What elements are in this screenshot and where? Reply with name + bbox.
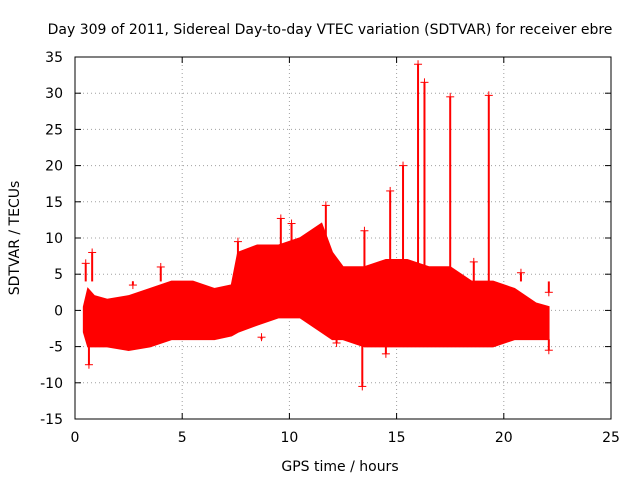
y-tick-label: -10 [40,376,63,392]
data-point [381,349,390,358]
y-tick-label: 25 [45,122,63,138]
data-point [446,92,455,101]
data-point [544,288,553,297]
data-point [360,226,369,235]
y-tick-label: 0 [54,303,63,319]
data-point [386,186,395,195]
y-axis-title: SDTVAR / TECUs [7,181,23,296]
x-tick-label: 0 [71,430,80,446]
x-tick-label: 20 [495,430,513,446]
ticks [74,56,612,420]
y-tick-label: 5 [54,267,63,283]
data-point [332,338,341,347]
data-point [233,237,242,246]
data-point [81,259,90,268]
data-point [276,214,285,223]
y-tick-label: 35 [45,50,63,66]
y-tick-label: 15 [45,195,63,211]
y-tick-label: -5 [49,340,63,356]
data-point [321,201,330,210]
data-point [84,360,93,369]
data-point [287,219,296,228]
data-point [358,382,367,391]
data-point [516,268,525,277]
x-tick-label: 15 [388,430,406,446]
tick-labels: 0 5 10 15 20 25 -15 -10 -5 0 5 10 15 20 25 30 35 [40,50,620,446]
x-axis-title: GPS time / hours [281,459,398,475]
data-point [544,346,553,355]
data-marks [81,60,553,391]
y-tick-label: 30 [45,86,63,102]
y-tick-label: 10 [45,231,63,247]
y-tick-label: -15 [40,412,63,428]
data-point [469,257,478,266]
x-tick-label: 5 [178,430,187,446]
data-envelope [82,222,550,351]
data-point [128,281,137,290]
data-point [156,262,165,271]
data-point [484,91,493,100]
chart-title: Day 309 of 2011, Sidereal Day-to-day VTE… [48,22,613,38]
grid [75,57,611,419]
x-tick-label: 10 [280,430,298,446]
data-point [88,248,97,257]
data-point [420,78,429,87]
data-point [399,161,408,170]
data-point [414,60,423,69]
y-tick-label: 20 [45,159,63,175]
x-tick-label: 25 [602,430,620,446]
data-point [257,333,266,342]
